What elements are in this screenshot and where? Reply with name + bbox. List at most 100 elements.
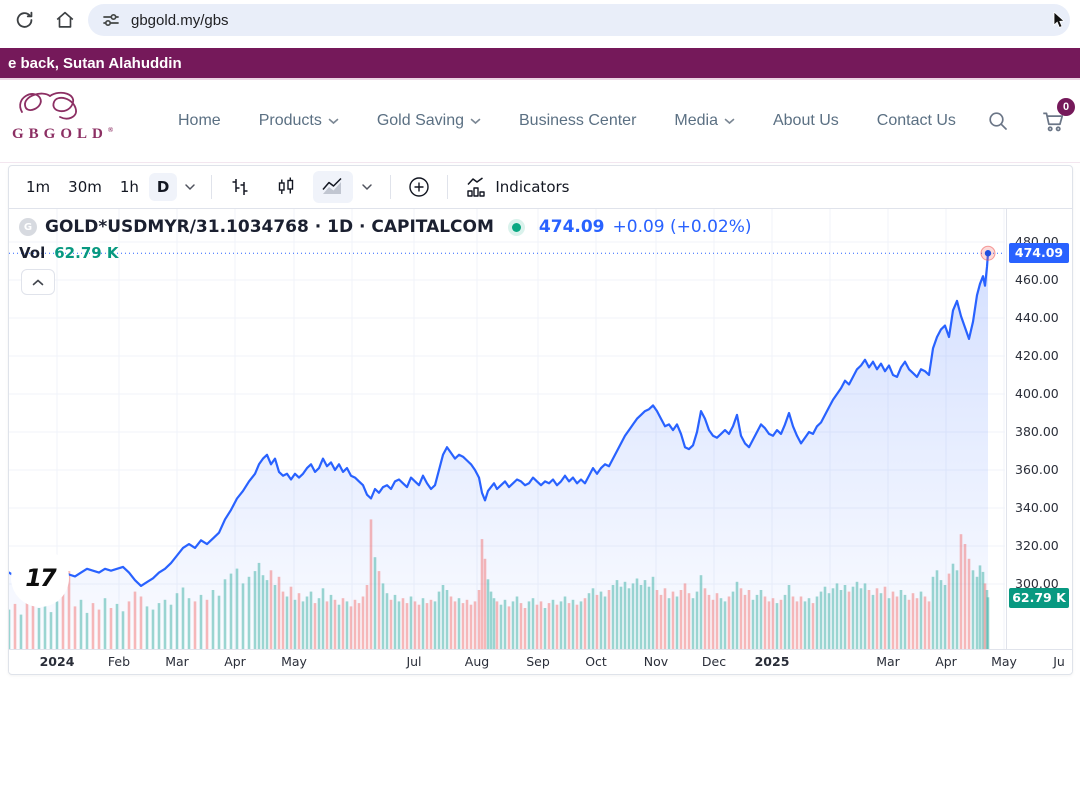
price-tick: 380.00 [1015, 424, 1059, 439]
nav-item-gold-saving[interactable]: Gold Saving [377, 112, 481, 130]
interval-button-1m[interactable]: 1m [26, 178, 51, 196]
price-chart[interactable] [9, 209, 1005, 649]
url-bar[interactable]: gbgold.my/gbs [88, 4, 1070, 36]
bar-chart-style-button[interactable] [221, 171, 259, 203]
area-style-button[interactable] [313, 171, 354, 203]
price-tick: 440.00 [1015, 310, 1059, 325]
time-tick: Aug [464, 654, 490, 669]
nav-item-label: Business Center [519, 112, 637, 129]
interval-button-30m[interactable]: 30m [68, 178, 102, 196]
last-price: 474.09 [538, 217, 605, 237]
time-axis[interactable]: 2024 Feb Mar Apr May Jul Aug Sep Oct Nov Dec 2025 Ma… [9, 649, 1072, 672]
nav-item-products[interactable]: Products [259, 112, 339, 130]
compare-button[interactable] [400, 171, 438, 203]
nav-item-business-center[interactable]: Business Center [519, 112, 636, 130]
symbol-logo: G [19, 218, 37, 236]
area-chart-icon [322, 177, 342, 194]
tradingview-watermark[interactable]: 17 [11, 549, 69, 607]
time-tick: Mar [165, 654, 189, 669]
market-status-dot[interactable] [511, 222, 521, 232]
nav-item-label: Media [674, 112, 718, 129]
plus-circle-icon [409, 177, 430, 197]
cart-icon [1043, 112, 1064, 132]
logo-wordmark: GBGOLD® [12, 126, 114, 142]
price-tick: 300.00 [1015, 576, 1059, 591]
interval-chevron-down-icon[interactable] [184, 183, 196, 191]
chart-legend: G GOLD*USDMYR/31.1034768 · 1D · CAPITALC… [19, 217, 752, 262]
candles-style-button[interactable] [267, 171, 305, 203]
nav-item-label: Gold Saving [376, 112, 464, 129]
time-tick: Oct [585, 654, 607, 669]
toolbar-divider [211, 175, 213, 199]
price-tick: 400.00 [1015, 386, 1059, 401]
nav-item-label: Products [258, 112, 322, 129]
toolbar-divider [447, 175, 449, 199]
gbgold-logo[interactable]: GBGOLD® [12, 86, 114, 143]
nav-item-label: Contact Us [876, 112, 956, 129]
cart-button[interactable]: 0 [1040, 98, 1075, 134]
indicators-icon [467, 177, 486, 197]
chevron-down-icon [724, 118, 735, 124]
last-price-badge: 474.09 [1009, 243, 1069, 264]
refresh-icon[interactable] [14, 9, 36, 31]
indicators-button[interactable]: Indicators [457, 171, 576, 203]
price-axis[interactable]: 474.09 62.79 K 480.00 460.00 440.00 420.00 4… [1006, 209, 1072, 649]
home-icon[interactable] [54, 9, 76, 31]
time-tick: Apr [935, 654, 957, 669]
collapse-legend-button[interactable] [21, 269, 55, 295]
ohlc-bars-icon [232, 179, 248, 195]
toolbar-divider [390, 175, 392, 199]
nav-item-label: About Us [772, 112, 839, 129]
time-tick: Jul [406, 654, 422, 669]
time-tick: 2024 [39, 654, 75, 669]
price-tick: 340.00 [1015, 500, 1059, 515]
price-tick: 360.00 [1015, 462, 1059, 477]
volume-value: 62.79 K [54, 244, 119, 262]
nav-item-contact-us[interactable]: Contact Us [877, 112, 956, 130]
time-tick: Feb [107, 654, 131, 669]
chart-toolbar: 1m 30m 1h D [9, 166, 1072, 209]
url-text[interactable]: gbgold.my/gbs [131, 11, 229, 29]
site-header: GBGOLD® Home Products Gold Saving Business … [0, 80, 1080, 163]
welcome-banner: e back, Sutan Alahuddin [0, 48, 1080, 80]
time-tick: Dec [701, 654, 727, 669]
symbol-title[interactable]: GOLD*USDMYR/31.1034768 · 1D · CAPITALCOM [45, 217, 494, 237]
last-volume-badge: 62.79 K [1009, 587, 1069, 608]
price-tick: 320.00 [1015, 538, 1059, 553]
time-tick: Ju [1053, 654, 1065, 669]
time-tick: Sep [526, 654, 550, 669]
volume-label: Vol [19, 244, 46, 262]
chevron-up-icon [32, 278, 44, 285]
time-tick: May [281, 654, 307, 669]
price-change: +0.09 (+0.02%) [612, 217, 752, 237]
time-tick: Nov [643, 654, 669, 669]
tradingview-widget: 1m 30m 1h D [8, 165, 1073, 675]
browser-toolbar: gbgold.my/gbs [0, 0, 1080, 40]
nav-item-media[interactable]: Media [674, 112, 735, 130]
interval-group: 1m 30m 1h D [17, 173, 178, 201]
time-tick: 2025 [754, 654, 790, 669]
search-icon[interactable] [986, 109, 1010, 133]
interval-button-D[interactable]: D [148, 173, 178, 201]
nav-item-about-us[interactable]: About Us [773, 112, 839, 130]
interval-button-1h[interactable]: 1h [119, 178, 139, 196]
cart-count-badge: 0 [1057, 98, 1075, 116]
time-tick: Apr [224, 654, 246, 669]
logo-flourish-icon [19, 91, 77, 120]
main-nav: Home Products Gold Saving Business Center Me… [178, 80, 956, 162]
chart-plot-area[interactable]: G GOLD*USDMYR/31.1034768 · 1D · CAPITALC… [9, 209, 1072, 649]
chevron-down-icon [470, 118, 481, 124]
price-tick: 420.00 [1015, 348, 1059, 363]
candles-icon [279, 177, 294, 194]
price-tick: 460.00 [1015, 272, 1059, 287]
chevron-down-icon [328, 118, 339, 124]
mouse-cursor [1053, 12, 1065, 29]
time-tick: May [991, 654, 1017, 669]
indicators-label: Indicators [495, 178, 570, 196]
time-tick: Mar [876, 654, 900, 669]
style-chevron-down-icon[interactable] [361, 183, 373, 191]
nav-item-home[interactable]: Home [178, 112, 221, 130]
welcome-text: e back, Sutan Alahuddin [8, 54, 182, 72]
site-settings-icon[interactable] [101, 10, 121, 30]
nav-item-label: Home [178, 112, 221, 129]
